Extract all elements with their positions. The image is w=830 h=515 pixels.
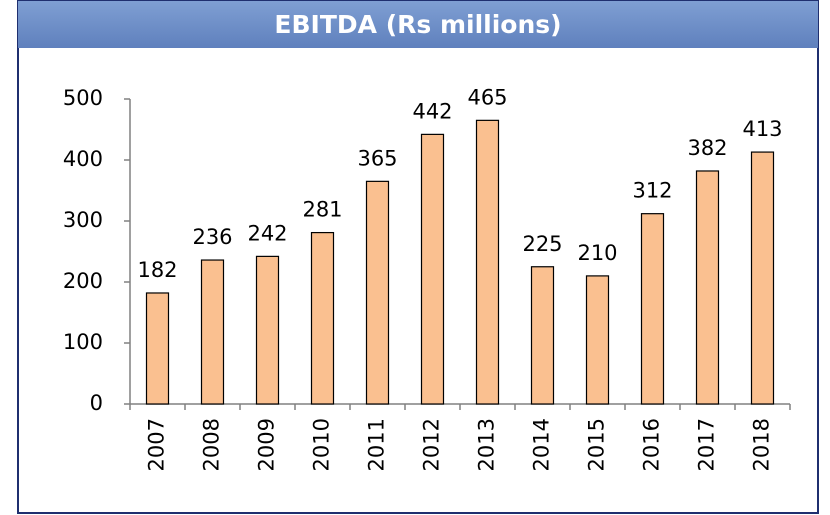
bar <box>420 133 445 405</box>
x-tick-label: 2018 <box>750 418 774 471</box>
y-tick-label: 500 <box>63 86 103 110</box>
data-label: 413 <box>742 117 782 141</box>
bar <box>750 151 775 405</box>
bar <box>255 255 280 405</box>
bar <box>475 119 500 405</box>
x-tick-label: 2008 <box>200 418 224 471</box>
bar <box>365 180 390 405</box>
x-tick-label: 2011 <box>365 418 389 471</box>
x-tick-label: 2013 <box>475 418 499 471</box>
x-tick-label: 2015 <box>585 418 609 471</box>
data-label: 225 <box>522 232 562 256</box>
data-label: 365 <box>357 146 397 170</box>
data-label: 382 <box>687 136 727 160</box>
data-label: 210 <box>577 241 617 265</box>
chart-title: EBITDA (Rs millions) <box>274 10 561 39</box>
y-tick-label: 0 <box>90 391 103 415</box>
data-label: 236 <box>192 225 232 249</box>
bar <box>695 170 720 405</box>
data-label: 182 <box>137 258 177 282</box>
header-bar <box>18 1 818 48</box>
data-label: 442 <box>412 99 452 123</box>
bar <box>640 213 665 405</box>
x-tick-label: 2012 <box>420 418 444 471</box>
x-tick-label: 2016 <box>640 418 664 471</box>
y-tick-label: 100 <box>63 330 103 354</box>
bar <box>310 231 335 405</box>
data-label: 312 <box>632 179 672 203</box>
x-tick-label: 2009 <box>255 418 279 471</box>
frame <box>17 0 819 514</box>
x-tick-label: 2010 <box>310 418 334 471</box>
x-tick-label: 2014 <box>530 418 554 471</box>
data-label: 281 <box>302 198 342 222</box>
bar <box>145 292 170 405</box>
x-tick-label: 2007 <box>145 418 169 471</box>
bar <box>585 275 610 405</box>
y-tick-label: 400 <box>63 147 103 171</box>
y-tick-label: 300 <box>63 208 103 232</box>
bar <box>530 266 555 405</box>
x-tick-label: 2017 <box>695 418 719 471</box>
bar <box>200 259 225 405</box>
data-label: 242 <box>247 221 287 245</box>
y-tick-label: 200 <box>63 269 103 293</box>
data-label: 465 <box>467 85 507 109</box>
